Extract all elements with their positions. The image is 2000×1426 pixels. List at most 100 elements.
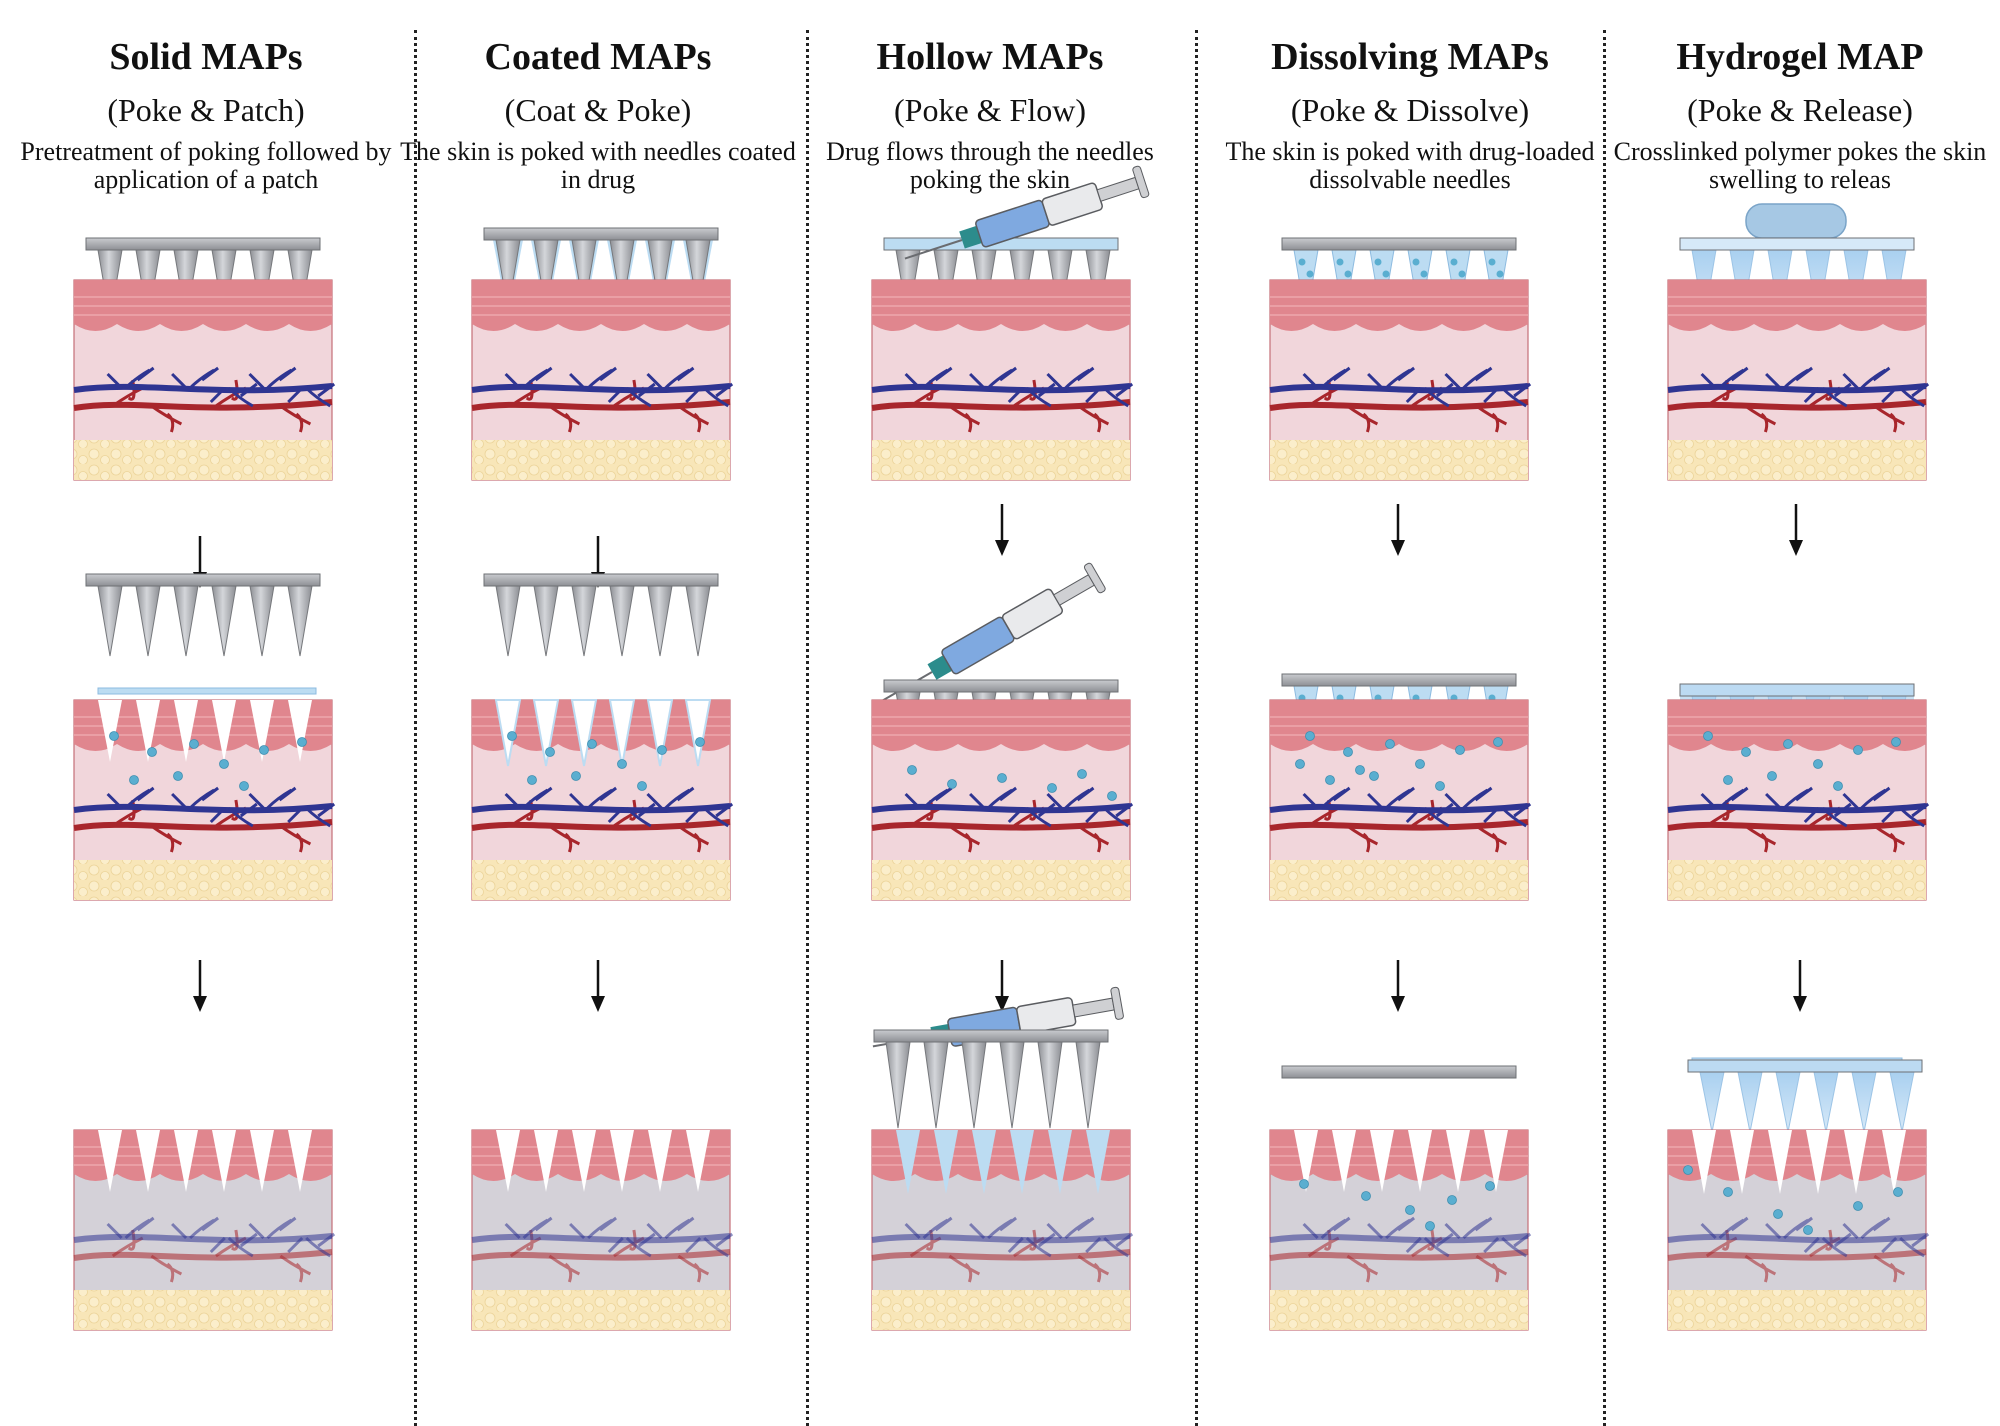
column-subtitle-hydrogel: (Poke & Release) xyxy=(1687,92,1913,128)
vein-branch xyxy=(209,1232,258,1258)
column-subtitle-hollow: (Poke & Flow) xyxy=(894,92,1086,128)
microneedle xyxy=(923,1041,949,1129)
column-title-coated: Coated MAPs xyxy=(484,36,712,78)
puncture-channel xyxy=(288,1130,312,1192)
puncture-channel xyxy=(1332,1130,1356,1192)
artery-branch xyxy=(1077,1254,1110,1283)
syringe-thumb xyxy=(1083,562,1106,594)
vein-branch xyxy=(1842,786,1891,810)
step-arrow xyxy=(995,504,1009,556)
vein xyxy=(73,1233,333,1244)
puncture-channel xyxy=(646,699,674,767)
vein-branch xyxy=(248,786,297,810)
artery xyxy=(1269,819,1529,831)
drug-particle xyxy=(1458,270,1466,278)
drug-particle xyxy=(173,771,183,781)
drug-particle xyxy=(507,731,517,741)
drug-particle xyxy=(239,781,249,791)
microneedle xyxy=(173,585,199,657)
puncture-channel xyxy=(1048,1130,1072,1194)
microneedle xyxy=(1851,1071,1877,1133)
puncture-channel xyxy=(174,700,198,762)
puncture-channel xyxy=(610,1130,634,1192)
microneedle xyxy=(1813,1071,1839,1133)
artery-branch xyxy=(1475,1254,1508,1283)
syringe-barrel-fluid xyxy=(941,616,1015,675)
vein-branch xyxy=(1881,382,1930,408)
released-drug xyxy=(507,731,705,791)
puncture-channel xyxy=(686,1130,710,1192)
drug-particle xyxy=(1425,1221,1435,1231)
microneedle xyxy=(999,1041,1025,1129)
drug-particle xyxy=(1107,791,1117,801)
microneedle xyxy=(533,585,559,657)
microneedle xyxy=(1889,1071,1915,1133)
microneedle xyxy=(961,1041,987,1129)
artery xyxy=(73,399,333,411)
vein-branch xyxy=(1367,786,1415,810)
microneedle xyxy=(1075,1041,1101,1129)
vein-branch xyxy=(1046,1216,1095,1240)
backing-plate xyxy=(1679,237,1915,251)
skin-block xyxy=(1667,279,1937,481)
vein-branch xyxy=(1881,1232,1930,1258)
vein xyxy=(871,383,1131,394)
fat-layer xyxy=(1668,1290,1926,1330)
vein-branch xyxy=(1444,786,1493,810)
microneedle xyxy=(609,585,635,657)
puncture-channel xyxy=(1806,1130,1830,1194)
vein-branch xyxy=(1842,366,1891,390)
skin-block xyxy=(1667,1129,1937,1331)
withdrawn-microneedle-array xyxy=(85,573,321,657)
vein-branch xyxy=(1700,366,1749,390)
column-description-hollow: Drug flows through the needles poking th… xyxy=(826,137,1154,194)
microneedle xyxy=(1775,1071,1801,1133)
syringe-thumb xyxy=(1110,986,1124,1020)
vein xyxy=(1667,383,1927,394)
column-subtitle-solid: (Poke & Patch) xyxy=(107,92,305,128)
backing-plate xyxy=(1281,673,1517,687)
vein-branch xyxy=(106,366,155,390)
released-drug xyxy=(907,765,1117,801)
artery-branch xyxy=(1475,404,1508,433)
vein-branch xyxy=(1367,1216,1415,1240)
artery xyxy=(871,1249,1131,1261)
artery xyxy=(1269,1249,1529,1261)
removed-hydrogel-array xyxy=(1687,1059,1923,1133)
microneedle xyxy=(249,585,275,657)
backing-plate xyxy=(85,237,321,251)
artery-branch xyxy=(548,824,581,853)
artery xyxy=(871,399,1131,411)
syringe-barrel xyxy=(1016,997,1077,1035)
column-subtitle-coated: (Coat & Poke) xyxy=(504,92,692,128)
fat-layer xyxy=(1668,860,1926,900)
vein-branch xyxy=(1803,1232,1852,1258)
artery xyxy=(471,399,731,411)
puncture-channel xyxy=(136,1130,160,1192)
drug-particle xyxy=(297,737,307,747)
drug-particle xyxy=(1305,731,1315,741)
vein-branch xyxy=(1085,802,1134,828)
vein-branch xyxy=(646,366,695,390)
artery-branch xyxy=(1744,1254,1777,1283)
vein-branch xyxy=(1842,1216,1891,1240)
vein-branch xyxy=(904,366,953,390)
vein-branch xyxy=(646,1216,695,1240)
vein-branch xyxy=(685,1232,734,1258)
skin-block xyxy=(73,279,343,481)
microneedle xyxy=(685,585,711,657)
puncture-channel xyxy=(570,699,598,767)
artery-branch xyxy=(1744,404,1777,433)
vein xyxy=(1667,1233,1927,1244)
vein-branch xyxy=(969,1216,1017,1240)
drug-particle xyxy=(1295,759,1305,769)
fat-layer xyxy=(872,440,1130,480)
puncture-channel xyxy=(1882,1130,1906,1194)
divider-2 xyxy=(806,30,809,1426)
vein-branch xyxy=(1444,1216,1493,1240)
drug-particle xyxy=(1891,737,1901,747)
drug-particle xyxy=(1299,1179,1309,1189)
artery-branch xyxy=(279,1254,312,1283)
vein-branch xyxy=(171,786,219,810)
vein xyxy=(1269,383,1529,394)
